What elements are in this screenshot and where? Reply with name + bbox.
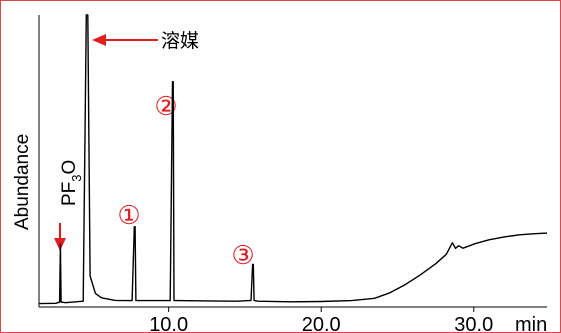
- solvent-arrow: [92, 34, 158, 46]
- x-tick-label: 30.0: [454, 314, 493, 333]
- peak-label-3: ③: [231, 240, 254, 270]
- x-axis-unit-label: min: [515, 314, 547, 333]
- peak-label-1: ①: [117, 200, 140, 230]
- pf3o-label: PF3O: [59, 160, 84, 206]
- chromatogram-trace: [38, 14, 548, 305]
- solvent-label: 溶媒: [161, 30, 199, 52]
- peak-label-2: ②: [154, 91, 177, 121]
- x-tick-label: 20.0: [302, 314, 341, 333]
- y-axis-label: Abundance: [12, 134, 33, 230]
- x-tick-label: 10.0: [149, 314, 188, 333]
